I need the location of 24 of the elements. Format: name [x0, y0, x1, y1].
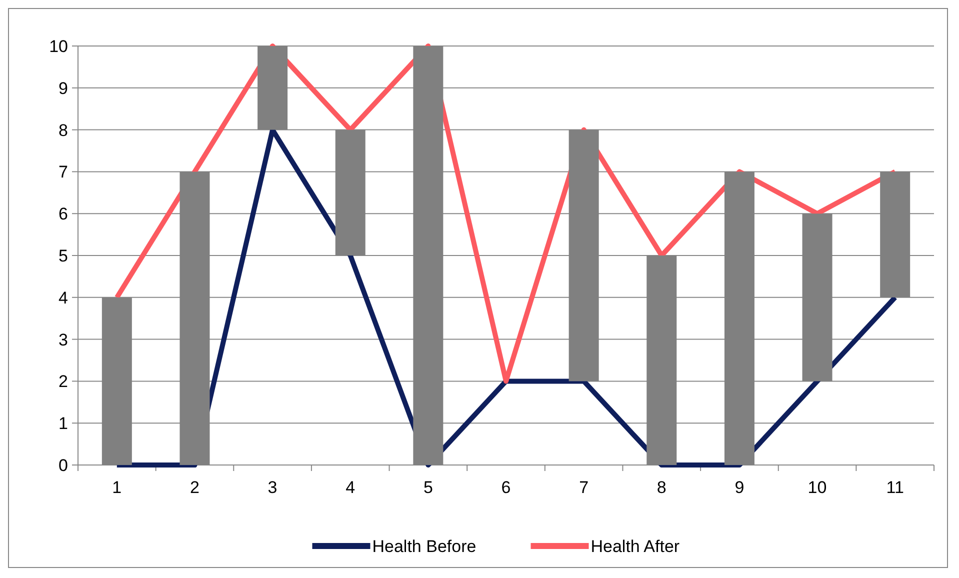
x-tick-label: 4: [346, 478, 356, 497]
y-tick-label: 9: [58, 78, 68, 98]
y-tick-label: 2: [58, 372, 68, 392]
x-tick-label: 10: [808, 478, 827, 497]
y-tick-label: 7: [58, 162, 68, 182]
x-tick-label: 5: [423, 478, 433, 497]
x-tick-label: 11: [886, 478, 904, 497]
legend-label: Health Before: [372, 536, 476, 556]
x-tick-label: 1: [112, 478, 122, 497]
y-tick-label: 0: [58, 456, 68, 475]
y-tick-label: 8: [58, 120, 68, 140]
y-tick-label: 5: [58, 246, 68, 266]
y-tick-label: 1: [58, 414, 68, 434]
legend-label: Health After: [590, 536, 680, 556]
x-tick-label: 2: [190, 478, 200, 497]
y-tick-label: 6: [58, 204, 68, 224]
x-tick-label: 8: [656, 478, 666, 497]
y-tick-label: 10: [49, 36, 68, 56]
y-tick-label: 3: [58, 330, 68, 350]
y-tick-label: 4: [58, 288, 68, 308]
x-tick-label: 3: [268, 478, 278, 497]
x-tick-label: 9: [734, 478, 744, 497]
x-tick-label: 6: [501, 478, 511, 497]
x-tick-label: 7: [579, 478, 589, 497]
